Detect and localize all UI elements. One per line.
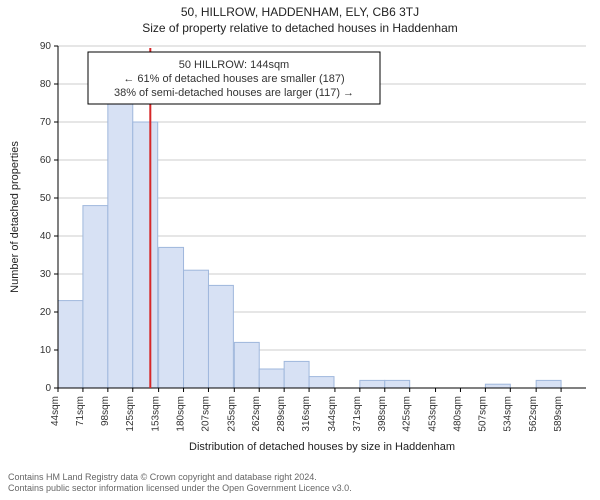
histogram-bar — [208, 285, 233, 388]
annotation-line-2: ← 61% of detached houses are smaller (18… — [123, 73, 344, 85]
page-title: 50, HILLROW, HADDENHAM, ELY, CB6 3TJ — [181, 5, 419, 19]
x-tick-label: 562sqm — [528, 396, 539, 432]
y-tick-label: 30 — [40, 269, 52, 280]
histogram-bar — [83, 206, 108, 388]
x-tick-label: 371sqm — [352, 396, 363, 432]
x-tick-label: 125sqm — [125, 396, 136, 432]
histogram-bar — [284, 361, 309, 388]
y-tick-label: 40 — [40, 231, 52, 242]
y-tick-label: 90 — [40, 41, 52, 52]
annotation-line-1: 50 HILLROW: 144sqm — [179, 59, 289, 71]
histogram-chart: 0 10 20 30 40 50 60 70 80 90 44sqm 71sqm 98sqm 125sqm… — [0, 0, 600, 500]
histogram-bar — [309, 377, 334, 388]
x-tick-label: 235sqm — [226, 396, 237, 432]
y-axis-label: Number of detached properties — [9, 141, 21, 293]
y-tick-label: 80 — [40, 79, 52, 90]
histogram-bar — [485, 384, 510, 388]
y-tick-label: 20 — [40, 307, 52, 318]
y-tick-label: 10 — [40, 345, 52, 356]
histogram-bar — [385, 380, 410, 388]
y-tick-label: 70 — [40, 117, 52, 128]
x-tick-label: 44sqm — [50, 396, 61, 426]
chart-subtitle: Size of property relative to detached ho… — [142, 21, 458, 35]
x-tick-label: 153sqm — [151, 396, 162, 432]
x-tick-label: 344sqm — [327, 396, 338, 432]
x-tick-label: 289sqm — [276, 396, 287, 432]
histogram-bar — [184, 270, 209, 388]
y-tick-label: 60 — [40, 155, 52, 166]
x-tick-label: 316sqm — [301, 396, 312, 432]
histogram-bar — [259, 369, 284, 388]
histogram-bar — [360, 380, 385, 388]
x-tick-label: 98sqm — [100, 396, 111, 426]
x-tick-label: 453sqm — [428, 396, 439, 432]
attribution-footer: Contains HM Land Registry data © Crown c… — [8, 472, 352, 495]
x-tick-label: 425sqm — [402, 396, 413, 432]
chart-container: 0 10 20 30 40 50 60 70 80 90 44sqm 71sqm 98sqm 125sqm… — [0, 0, 600, 500]
x-tick-label: 207sqm — [200, 396, 211, 432]
histogram-bar — [108, 103, 133, 388]
histogram-bar — [58, 301, 83, 388]
y-tick-label: 0 — [45, 383, 51, 394]
histogram-bar — [536, 380, 561, 388]
x-tick-label: 180sqm — [176, 396, 187, 432]
histogram-bar — [133, 122, 158, 388]
x-tick-label: 480sqm — [452, 396, 463, 432]
x-tick-label: 534sqm — [502, 396, 513, 432]
y-tick-label: 50 — [40, 193, 52, 204]
histogram-bar — [159, 247, 184, 388]
annotation-line-3: 38% of semi-detached houses are larger (… — [114, 87, 354, 99]
x-tick-label: 507sqm — [477, 396, 488, 432]
histogram-bar — [234, 342, 259, 388]
x-tick-label: 262sqm — [251, 396, 262, 432]
x-axis-label: Distribution of detached houses by size … — [189, 441, 455, 453]
x-tick-label: 71sqm — [75, 396, 86, 426]
x-tick-label: 589sqm — [553, 396, 564, 432]
x-tick-label: 398sqm — [377, 396, 388, 432]
footer-line-2: Contains public sector information licen… — [8, 483, 352, 494]
footer-line-1: Contains HM Land Registry data © Crown c… — [8, 472, 352, 483]
